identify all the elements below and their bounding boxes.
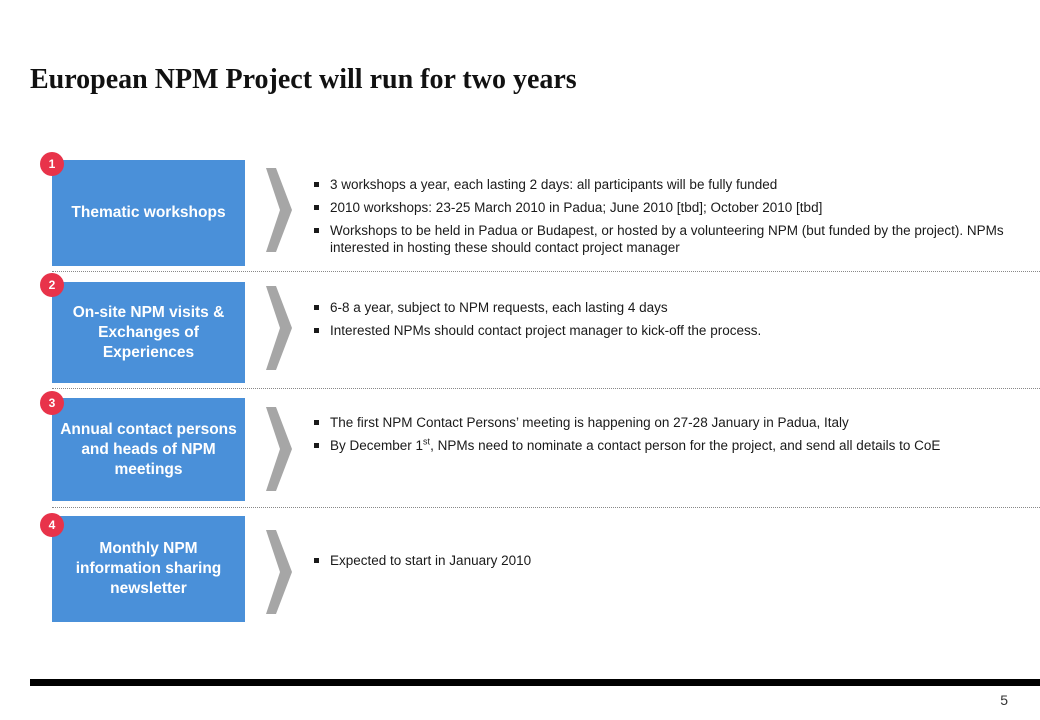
list-item: Interested NPMs should contact project m… <box>312 322 1024 339</box>
divider <box>52 271 1040 272</box>
bullet-list: 3 workshops a year, each lasting 2 days:… <box>312 176 1024 262</box>
number-badge: 2 <box>40 273 64 297</box>
bullet-list: 6-8 a year, subject to NPM requests, eac… <box>312 299 1024 345</box>
chevron-right-icon <box>266 530 292 614</box>
chevron-right-icon <box>266 407 292 491</box>
bullet-text: , NPMs need to nominate a contact person… <box>430 438 941 453</box>
label-box: Monthly NPM information sharing newslett… <box>52 516 245 622</box>
bullet-list: The first NPM Contact Persons’ meeting i… <box>312 414 1024 460</box>
bullet-text: By December 1 <box>330 438 424 453</box>
number-badge: 4 <box>40 513 64 537</box>
footer-bar <box>30 679 1040 686</box>
ordinal-suffix: st <box>423 436 431 447</box>
list-item: 3 workshops a year, each lasting 2 days:… <box>312 176 1024 193</box>
list-item: Expected to start in January 2010 <box>312 552 1024 569</box>
list-item: 2010 workshops: 23-25 March 2010 in Padu… <box>312 199 1024 216</box>
chevron-right-icon <box>266 286 292 370</box>
label-box: On-site NPM visits & Exchanges of Experi… <box>52 282 245 383</box>
number-badge: 1 <box>40 152 64 176</box>
list-item: The first NPM Contact Persons’ meeting i… <box>312 414 1024 431</box>
list-item: Workshops to be held in Padua or Budapes… <box>312 222 1024 256</box>
label-box: Annual contact persons and heads of NPM … <box>52 398 245 501</box>
label-box: Thematic workshops <box>52 160 245 266</box>
list-item: By December 1st, NPMs need to nominate a… <box>312 437 1024 454</box>
divider <box>52 388 1040 389</box>
bullet-list: Expected to start in January 2010 <box>312 552 1024 575</box>
page-number: 5 <box>1000 692 1008 708</box>
chevron-right-icon <box>266 168 292 252</box>
list-item: 6-8 a year, subject to NPM requests, eac… <box>312 299 1024 316</box>
number-badge: 3 <box>40 391 64 415</box>
page-title: European NPM Project will run for two ye… <box>30 64 577 95</box>
divider <box>52 507 1040 508</box>
